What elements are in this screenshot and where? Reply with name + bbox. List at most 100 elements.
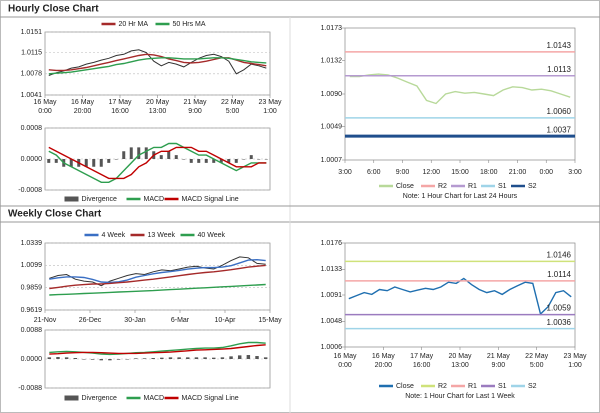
y-tick-label: 1.0115 [21, 49, 42, 56]
divergence-bar [220, 357, 225, 359]
x-tick-label: 26-Dec [79, 317, 102, 324]
divergence-bar [219, 159, 223, 163]
series-line [49, 258, 266, 284]
divergence-bar [159, 155, 163, 159]
level-label: 1.0113 [547, 65, 571, 74]
y-tick-label: 1.0048 [321, 318, 343, 325]
divergence-bar [122, 151, 126, 159]
divergence-bar [197, 159, 201, 163]
divergence-bar [229, 356, 233, 359]
legend-label: S1 [498, 383, 507, 390]
divergence-bar [107, 159, 111, 163]
x-tick-label: 23 May [259, 99, 282, 106]
x-tick-label: 15-May [258, 317, 282, 324]
divergence-bar [186, 357, 190, 359]
x-tick-label: 3:00 [338, 169, 352, 176]
y-tick-label: 0.0008 [21, 125, 43, 132]
y-tick-label: 0.9859 [21, 285, 43, 292]
divergence-bar [263, 357, 268, 359]
x-tick-label: 5:00 [530, 362, 544, 369]
divergence-bar [264, 159, 268, 160]
level-label: 1.0143 [547, 41, 572, 50]
price-line [49, 256, 266, 287]
x-tick-label: 6-Mar [171, 317, 190, 324]
legend-label: Divergence [82, 196, 118, 203]
note: Note: 1 Hour Chart for Last 24 Hours [403, 193, 518, 200]
legend-label: 13 Week [148, 232, 176, 239]
legend-label: Close [396, 183, 414, 190]
divergence-bar [177, 357, 181, 359]
divergence-bar [84, 159, 88, 167]
level-label: 1.0059 [547, 304, 572, 313]
x-tick-label: 30-Jan [124, 317, 146, 324]
x-tick-label: 22 May [221, 99, 244, 106]
y-tick-label: 1.0339 [21, 240, 43, 247]
divergence-bar [125, 359, 129, 360]
y-tick-label: 1.0099 [21, 262, 43, 269]
series-line [48, 146, 267, 180]
divergence-bar [144, 147, 148, 159]
x-tick-label: 6:00 [367, 169, 381, 176]
x-tick-label: 9:00 [396, 169, 410, 176]
divergence-bar [194, 357, 199, 359]
divergence-bar [249, 155, 253, 159]
x-tick-label: 13:00 [451, 362, 469, 369]
divergence-bar [212, 357, 216, 359]
divergence-bar [255, 356, 259, 359]
x-tick-label: 23 May [564, 353, 587, 360]
x-tick-label: 3:00 [568, 169, 582, 176]
x-tick-label: 0:00 [38, 108, 52, 115]
section-title: Weekly Close Chart [8, 209, 102, 220]
divergence-bar [56, 357, 60, 359]
series-line [49, 344, 266, 355]
legend-label: R2 [438, 383, 447, 390]
divergence-bar [246, 355, 251, 359]
x-tick-label: 16 May [71, 99, 94, 106]
y-tick-label: 1.0078 [21, 71, 43, 78]
level-label: 1.0114 [547, 270, 571, 279]
legend-label: 50 Hrs MA [173, 21, 206, 28]
y-tick-label: 1.0006 [321, 344, 343, 351]
legend-label: MACD Signal Line [182, 196, 239, 203]
x-tick-label: 16 May [334, 353, 357, 360]
x-tick-label: 21-Nov [34, 317, 57, 324]
x-tick-label: 9:00 [492, 362, 506, 369]
x-tick-label: 10-Apr [214, 317, 236, 324]
x-tick-label: 1:00 [568, 362, 582, 369]
divergence-bar [203, 357, 207, 359]
x-tick-label: 0:00 [539, 169, 553, 176]
x-tick-label: 13:00 [149, 108, 167, 115]
note: Note: 1 Hour Chart for Last 1 Week [405, 393, 515, 400]
divergence-bar [204, 159, 208, 163]
divergence-bar [134, 358, 138, 359]
divergence-bar [73, 358, 78, 359]
level-label: 1.0037 [547, 125, 572, 134]
series-line [48, 57, 267, 75]
y-tick-label: -0.0088 [18, 385, 42, 392]
x-tick-label: 16:00 [413, 362, 431, 369]
level-label: 1.0036 [547, 318, 572, 327]
divergence-bar [242, 159, 246, 160]
divergence-bar [92, 159, 96, 167]
level-label: 1.0060 [547, 107, 572, 116]
x-tick-label: 17 May [410, 353, 433, 360]
y-tick-label: 0.0088 [21, 327, 43, 334]
legend-label: S2 [528, 383, 537, 390]
divergence-bar [168, 357, 173, 359]
legend-swatch [64, 196, 79, 202]
legend-label: R2 [438, 183, 447, 190]
x-tick-label: 16 May [372, 353, 395, 360]
divergence-bar [116, 359, 121, 360]
divergence-bar [82, 359, 86, 360]
legend-label: S1 [498, 183, 507, 190]
divergence-bar [174, 155, 178, 159]
legend-label: Divergence [82, 395, 118, 402]
legend-label: MACD [144, 395, 165, 402]
series-line [349, 73, 571, 105]
section-title: Hourly Close Chart [8, 4, 99, 15]
y-tick-label: 0.0000 [21, 156, 43, 163]
x-tick-label: 21:00 [509, 169, 527, 176]
divergence-bar [99, 159, 103, 167]
y-tick-label: 1.0041 [21, 92, 43, 99]
